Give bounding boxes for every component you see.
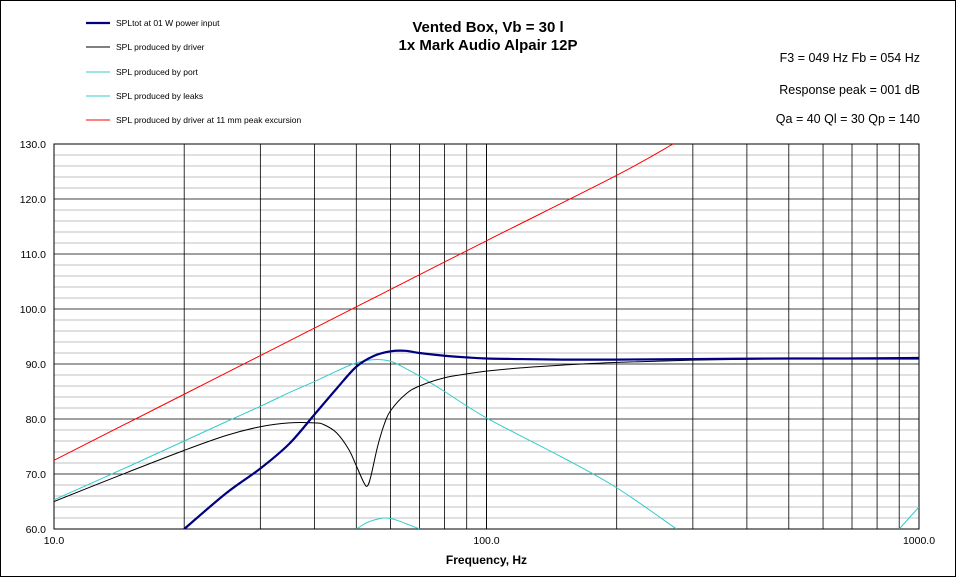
y-tick-label: 60.0 bbox=[26, 524, 47, 536]
info-text: Response peak = 001 dB bbox=[779, 83, 920, 97]
y-tick-label: 120.0 bbox=[20, 194, 46, 206]
plot-border bbox=[53, 143, 920, 530]
series-line-4 bbox=[54, 144, 674, 461]
curve-group bbox=[54, 144, 919, 529]
x-tick-label: 10.0 bbox=[44, 535, 65, 547]
series-line-3 bbox=[356, 517, 420, 529]
chart-subtitle: 1x Mark Audio Alpair 12P bbox=[399, 37, 578, 54]
x-axis-label: Frequency, Hz bbox=[446, 553, 527, 567]
y-tick-label: 80.0 bbox=[26, 414, 47, 426]
cyan-tail-line bbox=[898, 506, 919, 529]
y-tick-label: 90.0 bbox=[26, 359, 47, 371]
legend-label: SPL produced by port bbox=[116, 67, 199, 77]
curves bbox=[54, 144, 919, 529]
legend-label: SPL produced by leaks bbox=[116, 91, 203, 101]
grid bbox=[53, 143, 920, 530]
x-tick-label: 1000.0 bbox=[903, 535, 935, 547]
x-tick-label: 100.0 bbox=[473, 535, 499, 547]
info-text: Qa = 40 Ql = 30 Qp = 140 bbox=[776, 112, 920, 126]
legend-label: SPLtot at 01 W power input bbox=[116, 18, 220, 28]
legend-label: SPL produced by driver at 11 mm peak exc… bbox=[116, 115, 301, 125]
legend-label: SPL produced by driver bbox=[116, 42, 205, 52]
series-line-1 bbox=[54, 356, 919, 502]
info-text: F3 = 049 Hz Fb = 054 Hz bbox=[780, 51, 920, 65]
chart-title: Vented Box, Vb = 30 l bbox=[412, 19, 563, 36]
y-tick-label: 70.0 bbox=[26, 469, 47, 481]
y-tick-label: 100.0 bbox=[20, 304, 46, 316]
texts: 60.0 70.0 80.0 90.0 100.0 110.0 120.0 130.0 10.0… bbox=[20, 18, 935, 567]
y-tick-label: 110.0 bbox=[21, 249, 47, 261]
series-line-0 bbox=[183, 349, 919, 529]
y-tick-label: 130.0 bbox=[20, 139, 46, 151]
